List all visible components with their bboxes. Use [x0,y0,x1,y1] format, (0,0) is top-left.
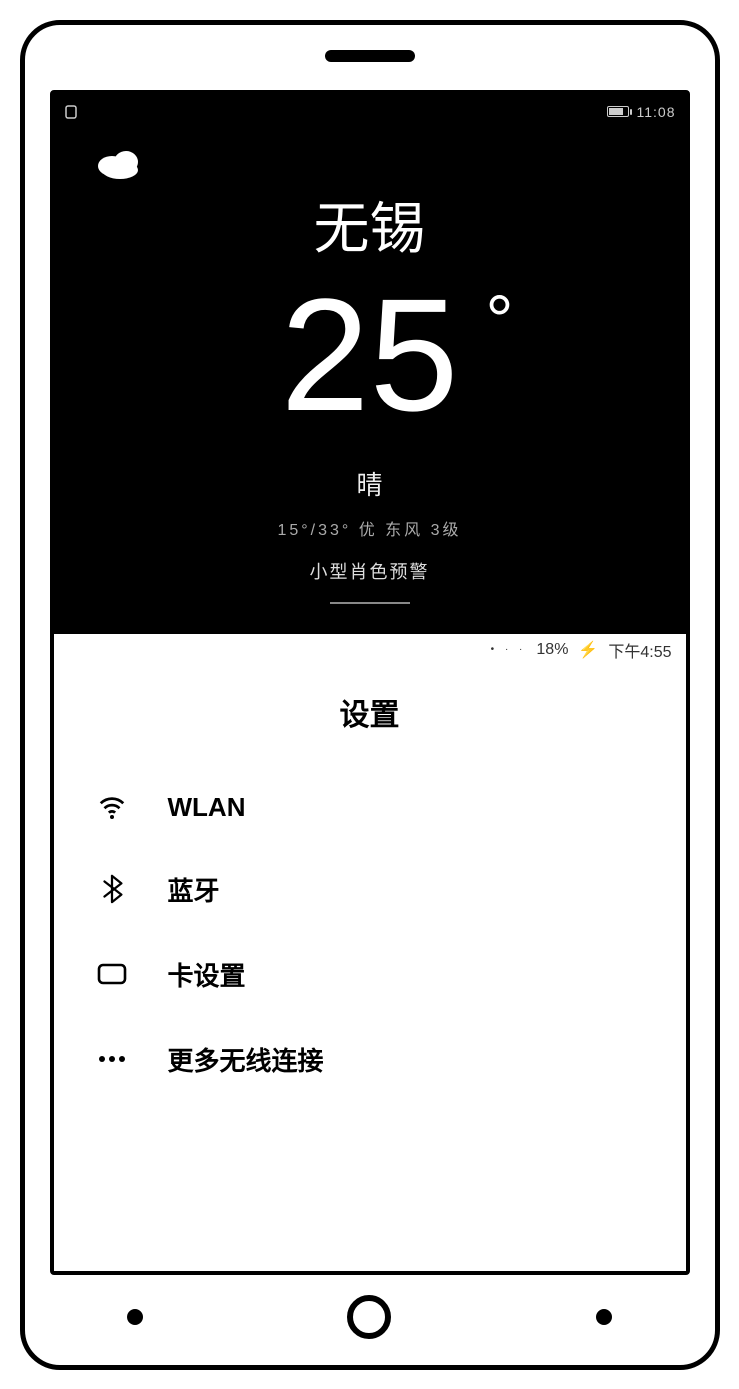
temperature-value: 25 [281,265,459,444]
cloud-icon [94,144,144,180]
degree-symbol: ° [485,285,513,355]
signal-icon: • · · [491,644,527,655]
sim-icon [64,104,80,120]
phone-screen: 11:08 无锡 25 ° 晴 15°/33° 优 东风 3级 小型肖色预警 [50,90,690,1275]
settings-list: WLAN 蓝牙 卡设置 [54,768,686,1102]
weather-panel[interactable]: 11:08 无锡 25 ° 晴 15°/33° 优 东风 3级 小型肖色预警 [54,94,686,634]
battery-percent: 18% [536,641,568,659]
weather-alert: 小型肖色预警 [310,558,430,584]
bluetooth-icon [94,874,130,904]
settings-item-label: 卡设置 [168,956,246,993]
settings-panel: • · · 18% ⚡ 下午4:55 设置 WLA [54,634,686,1271]
status-left [64,104,80,120]
nav-bar [25,1287,715,1347]
nav-recent-button[interactable] [596,1309,612,1325]
status-bar-lower: • · · 18% ⚡ 下午4:55 [54,634,686,666]
phone-speaker [325,50,415,62]
status-lower-time: 下午4:55 [608,638,671,662]
settings-title: 设置 [54,690,686,734]
nav-back-button[interactable] [127,1309,143,1325]
nav-home-button[interactable] [347,1295,391,1339]
weather-temperature: 25 ° [281,275,459,435]
status-bar-top: 11:08 [54,100,686,124]
more-icon [94,1054,130,1064]
weather-city: 无锡 [314,184,426,265]
settings-item-more-wireless[interactable]: 更多无线连接 [54,1017,686,1102]
weather-condition: 晴 [356,465,382,502]
settings-item-wlan[interactable]: WLAN [54,768,686,847]
settings-item-bluetooth[interactable]: 蓝牙 [54,847,686,932]
wifi-icon [94,792,130,822]
phone-frame: 11:08 无锡 25 ° 晴 15°/33° 优 东风 3级 小型肖色预警 [20,20,720,1370]
settings-item-label: WLAN [168,792,246,823]
sim-card-icon [94,962,130,986]
status-right: 11:08 [607,104,676,120]
weather-range: 15°/33° 优 东风 3级 [277,516,461,540]
status-top-time: 11:08 [637,104,676,120]
settings-item-card[interactable]: 卡设置 [54,932,686,1017]
weather-swipe-handle[interactable] [330,602,410,604]
settings-item-label: 蓝牙 [168,871,220,908]
charging-icon: ⚡ [578,640,598,660]
settings-item-label: 更多无线连接 [168,1041,324,1078]
battery-icon [607,106,629,117]
